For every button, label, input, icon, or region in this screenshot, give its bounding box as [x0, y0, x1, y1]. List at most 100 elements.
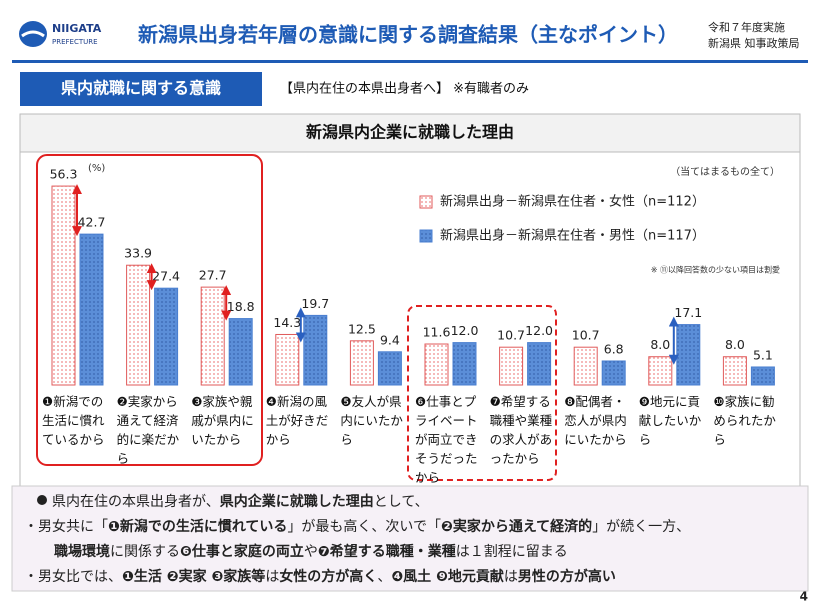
- value-label: 8.0: [725, 337, 745, 352]
- value-label: 5.1: [753, 347, 773, 362]
- legend-label: 新潟県出身－新潟県在住者・男性（n=117）: [440, 228, 705, 244]
- summary-text: ❶新潟での生活に慣れている: [108, 519, 288, 535]
- value-label: 33.9: [124, 246, 152, 261]
- summary-line: 職場環境に関係する❻仕事と家庭の両立や❼希望する職種・業種は１割程に留まる: [24, 540, 794, 565]
- summary-line: ・男女比では、❶生活 ❷実家 ❸家族等は女性の方が高く、❹風土 ❾地元貢献は男性…: [24, 565, 794, 590]
- x-tick-label: ❹新潟の風土が好きだから: [265, 394, 329, 447]
- value-label: 8.0: [650, 337, 670, 352]
- bar: [452, 342, 477, 386]
- summary-box: [11, 485, 809, 592]
- bar: [499, 346, 524, 386]
- bar: [648, 356, 673, 386]
- logo-text: NIIGATA: [52, 22, 102, 35]
- bar: [349, 340, 374, 386]
- summary-text: ❶生活 ❷実家 ❸家族等: [122, 569, 266, 585]
- bullet: [37, 495, 47, 505]
- legend-label: 新潟県出身－新潟県在住者・女性（n=112）: [440, 194, 705, 210]
- value-label: 14.3: [273, 315, 301, 330]
- value-label: 19.7: [301, 296, 329, 311]
- summary-text: ❼希望する職種・業種: [317, 544, 456, 560]
- section-label-box: [20, 72, 262, 106]
- bar: [79, 233, 104, 386]
- highlight-box: [36, 154, 263, 466]
- bar: [573, 346, 598, 386]
- bar: [200, 286, 225, 386]
- bar: [51, 185, 76, 386]
- bar: [154, 287, 179, 386]
- summary-text: 女性の方が高く: [279, 569, 378, 585]
- summary-text: ❹風土 ❾地元貢献: [391, 569, 504, 585]
- summary-text: 県内企業に就職した理由: [219, 494, 374, 510]
- header-rule: [12, 60, 808, 63]
- bar: [527, 342, 552, 386]
- value-label: 12.0: [451, 323, 479, 338]
- value-label: 27.7: [199, 268, 227, 283]
- bar: [228, 318, 253, 386]
- x-tick-label: ❺友人が県内にいたから: [340, 394, 403, 447]
- value-label: 10.7: [572, 328, 600, 343]
- x-tick-label: ❷実家から通えて経済的に楽だから: [116, 394, 180, 466]
- x-tick-label: ❿家族に勧められたから: [713, 394, 776, 447]
- unit: (%): [88, 163, 105, 174]
- value-label: 11.6: [423, 325, 451, 340]
- bar: [303, 314, 328, 386]
- summary: 県内在住の本県出身者が、県内企業に就職した理由として、・男女共に「❶新潟での生活…: [24, 490, 794, 590]
- summary-text: ・男女比では、: [24, 569, 122, 585]
- bar: [722, 356, 747, 386]
- value-label: 10.7: [497, 328, 525, 343]
- value-label: 27.4: [152, 269, 180, 284]
- highlight-box: [407, 305, 557, 481]
- page-number: 4: [800, 590, 808, 604]
- department: 新潟県 知事政策局: [708, 36, 800, 50]
- x-tick-label: ❸家族や親戚が県内にいたから: [191, 394, 254, 447]
- bar: [750, 366, 775, 386]
- value-label: 56.3: [50, 167, 78, 182]
- logo-wave: [21, 30, 45, 38]
- bar: [275, 333, 300, 386]
- chart-title: 新潟県内企業に就職した理由: [306, 123, 514, 142]
- chart-title-band: [19, 113, 801, 153]
- legend-swatch: [419, 229, 433, 243]
- summary-text: 」が最も高く、次いで「: [287, 519, 442, 535]
- summary-text: として、: [373, 494, 429, 510]
- value-label: 12.0: [525, 323, 553, 338]
- summary-text: 」が続く一方、: [592, 519, 691, 535]
- summary-text: 男性の方が高い: [517, 569, 616, 585]
- bar: [126, 264, 151, 386]
- bar: [424, 343, 449, 386]
- summary-line: 県内在住の本県出身者が、県内企業に就職した理由として、: [24, 490, 794, 515]
- value-label: 42.7: [78, 215, 106, 230]
- bar: [601, 360, 626, 386]
- x-tick-label: ❶新潟での生活に慣れているから: [42, 394, 105, 447]
- section-subtitle: 【県内在住の本県出身者へ】 ※有職者のみ: [280, 81, 529, 97]
- summary-text: ❷実家から通えて経済的: [441, 519, 593, 535]
- summary-text: は: [265, 569, 280, 585]
- value-label: 12.5: [348, 321, 376, 336]
- logo: [19, 21, 47, 47]
- bar: [676, 324, 701, 386]
- summary-text: は１割程に留まる: [455, 544, 568, 560]
- note: （当てはまるもの全て）: [670, 165, 780, 178]
- footnote: ※ ⑪以降回答数の少ない項目は割愛: [651, 265, 780, 275]
- x-tick-label: ❼希望する職種や業種の求人があったから: [489, 394, 553, 466]
- bar: [377, 351, 402, 386]
- summary-text: や: [303, 544, 318, 560]
- summary-text: 県内在住の本県出身者が、: [52, 494, 220, 510]
- date: 令和７年度実施: [708, 20, 785, 34]
- summary-text: ・男女共に「: [24, 519, 108, 535]
- page-title: 新潟県出身若年層の意識に関する調査結果（主なポイント）: [138, 23, 678, 47]
- summary-text: は: [503, 569, 518, 585]
- section-label: 県内就職に関する意識: [61, 79, 221, 98]
- x-tick-label: ❾地元に貢献したいから: [638, 394, 702, 447]
- value-label: 6.8: [604, 341, 624, 356]
- logo-text: PREFECTURE: [52, 38, 98, 46]
- summary-text: に関係する: [110, 544, 180, 560]
- value-label: 17.1: [674, 305, 702, 320]
- summary-text: ❻仕事と家庭の両立: [180, 544, 304, 560]
- x-tick-label: ❽配偶者・恋人が県内にいたから: [564, 394, 627, 447]
- x-tick-label: ❻仕事とプライベートが両立できそうだったから: [415, 394, 478, 485]
- summary-text: 職場環境: [54, 544, 110, 560]
- value-label: 18.8: [227, 299, 255, 314]
